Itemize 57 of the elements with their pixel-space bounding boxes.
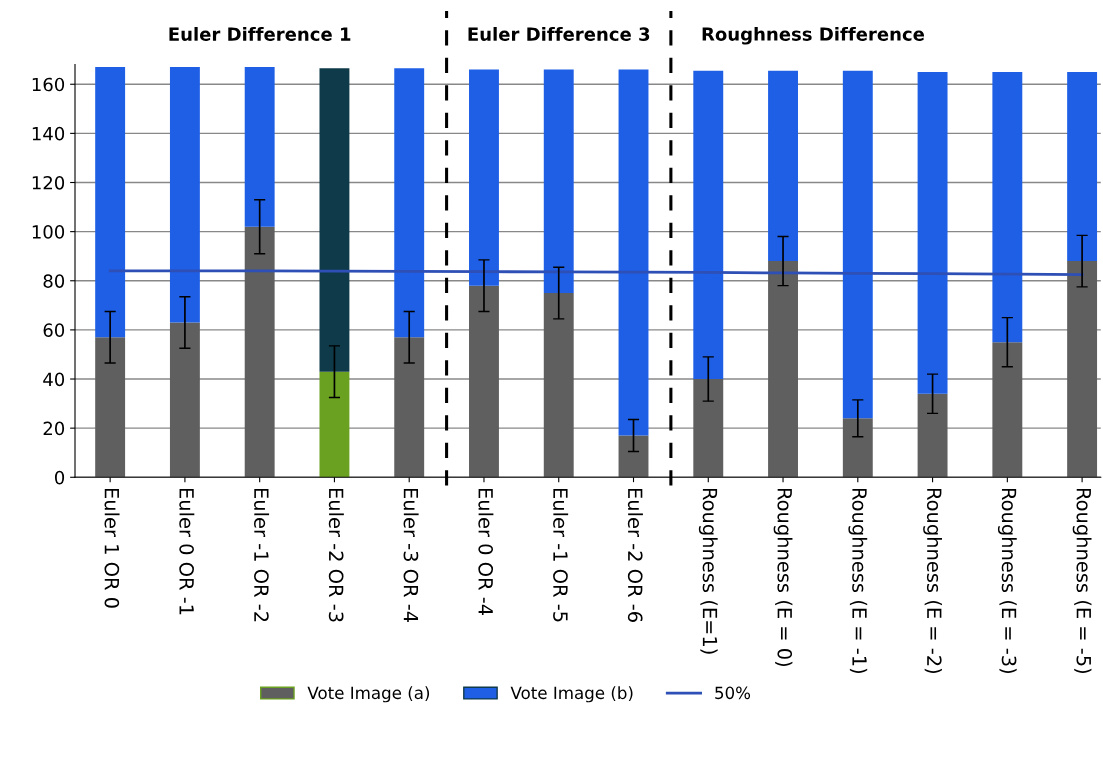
x-tick-label: Roughness (E = -5) [1072,488,1092,674]
bar [394,68,425,338]
x-tick-label: Roughness (E = -1) [848,488,868,674]
x-tick-label: Euler -3 OR -4 [403,488,419,623]
y-tick-label: 120 [32,175,65,190]
bar [169,322,200,478]
bar [394,337,425,478]
y-tick-label: 40 [43,372,65,387]
bar [469,285,499,478]
x-tick-label: Roughness (E = 0) [773,488,793,667]
text: Euler Difference 3 [468,26,650,41]
bar [95,337,126,478]
text: Roughness Difference [702,26,925,45]
bar [917,71,948,394]
legend-label: Vote Image (a) [307,686,430,703]
legend-label: Vote Image (b) [510,686,633,703]
bar [319,371,350,478]
x-tick-label: Euler -2 OR -6 [627,488,643,622]
x-tick-label: Roughness (E = -3) [997,488,1017,674]
bar [543,293,574,478]
bar [768,70,798,262]
x-tick-label: Euler 1 OR 0 [104,488,120,608]
bar [95,67,126,338]
y-tick-label: 0 [54,470,65,485]
x-tick-label: Roughness (E = -2) [923,488,942,674]
bar [693,379,724,478]
bar [618,435,649,478]
x-tick-label: Euler -2 OR -3 [328,488,344,622]
bar [469,69,499,286]
bar [618,69,649,436]
y-tick-label: 100 [32,225,65,239]
bar [768,261,798,478]
bar [842,70,873,419]
x-tick-label: Euler -1 OR -5 [553,488,569,622]
bar [244,67,275,227]
y-tick-label: 140 [32,126,65,141]
x-tick-label: Euler -1 OR -2 [254,488,270,622]
legend-label: 50% [715,686,751,700]
bar [1067,261,1098,478]
bar [992,342,1023,478]
bar [992,71,1023,343]
x-tick-label: Euler 0 OR -4 [478,488,494,615]
y-tick-label: 20 [43,421,65,436]
bar [169,67,200,323]
bar [244,226,275,478]
bar [319,68,350,372]
bar [693,70,724,380]
y-tick-label: 60 [43,323,65,338]
y-tick-label: 80 [43,274,65,288]
x-tick-label: Euler 0 OR -1 [179,488,195,615]
bar [917,393,948,478]
bar [543,69,574,294]
text: Euler Difference 1 [169,26,351,41]
bar [1067,71,1098,262]
y-tick-label: 160 [32,77,65,92]
bar [842,418,873,478]
x-tick-label: Roughness (E=1) [698,488,718,654]
